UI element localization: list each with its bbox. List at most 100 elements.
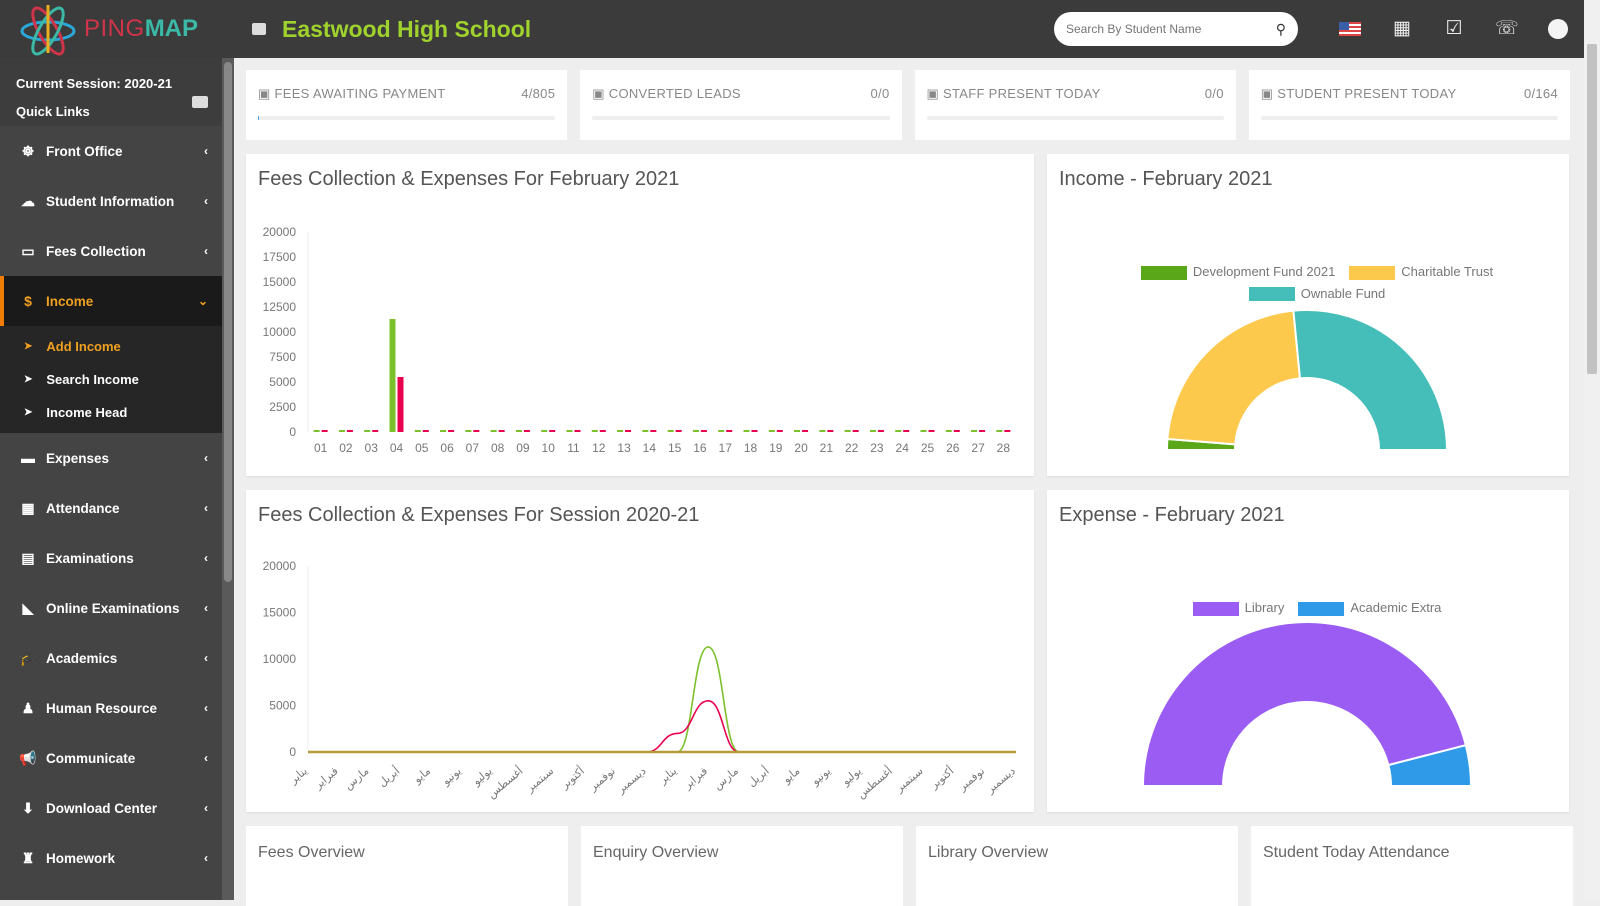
sidebar-item-download-center[interactable]: ⬇ Download Center ‹ [0,783,222,833]
quick-links[interactable]: Quick Links [16,104,90,119]
search-icon[interactable]: ⚲ [1275,20,1286,37]
bar [397,377,404,432]
bar [346,430,353,432]
sidebar: Current Session: 2020-21 Quick Links ☸ Fr… [0,58,222,900]
stat-progress-bar [1260,116,1558,120]
legend-item[interactable]: Ownable Fund [1248,285,1386,302]
sidebar-item-homework[interactable]: ♜ Homework ‹ [0,833,222,883]
x-tick-label: 08 [491,441,505,455]
income-doughnut-card: Income - February 2021 Development Fund … [1047,154,1569,476]
legend-item[interactable]: Library [1192,600,1284,616]
legend-item[interactable]: Charitable Trust [1349,264,1493,280]
sidebar-item-label: Academics [46,650,118,666]
sidebar-item-academics[interactable]: 🎓 Academics ‹ [0,633,222,683]
sidebar-item-attendance[interactable]: ▦ Attendance ‹ [0,483,222,533]
sidebar-item-label: Download Center [46,800,158,816]
stat-card[interactable]: ▣ STAFF PRESENT TODAY 0/0 [914,70,1236,140]
sidebar-item-income[interactable]: $ Income ⌄ [0,276,222,326]
stat-progress-bar [926,116,1224,120]
fees-month-bar-chart: 0 2500 5000 7500 10000 12500 15000 17500 20000 01… [263,225,1011,455]
bar [945,430,952,432]
stat-label: ▣ STAFF PRESENT TODAY [927,86,1101,102]
hamburger-menu-icon[interactable] [252,23,266,35]
whatsapp-icon[interactable]: ☏ [1495,18,1519,39]
stat-card[interactable]: ▣ STUDENT PRESENT TODAY 0/164 [1248,70,1570,140]
language-flag-icon[interactable] [1339,18,1361,40]
y-tick-label: 2500 [269,400,296,414]
income-icon: $ [24,293,32,309]
sidebar-item-student-information[interactable]: ☁ Student Information ‹ [0,176,222,226]
x-tick-label: 26 [946,441,960,455]
series-line-expenses [308,700,1016,753]
sidebar-item-expenses[interactable]: ▬ Expenses ‹ [0,433,222,483]
communicate-icon: 📢 [19,749,37,766]
user-avatar-icon[interactable] [1547,18,1569,40]
bar [852,430,859,432]
current-session: Current Session: 2020-21 [16,76,173,91]
bar [490,430,497,432]
x-tick-label: فبراير [681,765,710,792]
logo[interactable]: PING MAP [0,1,236,57]
x-tick-label: سبتمبر [893,765,926,795]
bar [1004,430,1011,432]
stat-icon: ▣ [926,86,943,101]
sidebar-item-online-examinations[interactable]: ◣ Online Examinations ‹ [0,583,222,633]
bar [625,430,632,432]
sidebar-item-fees-collection[interactable]: ▭ Fees Collection ‹ [0,226,222,276]
chevron-left-icon: ‹ [204,194,208,208]
calendar-icon[interactable]: ▦ [1393,18,1411,39]
bar [389,319,396,432]
submenu-item-add-income[interactable]: ➤ Add Income [0,330,222,363]
sidebar-item-label: Fees Collection [46,243,146,259]
y-tick-label: 5000 [269,699,296,713]
x-tick-label: ديسمبر [984,765,1018,796]
sidebar-item-examinations[interactable]: ▤ Examinations ‹ [0,533,222,583]
bar [515,430,522,432]
overview-card-title: Student Today Attendance [1263,844,1450,861]
student-search-input[interactable] [1066,22,1276,36]
legend-item[interactable]: Academic Extra [1298,600,1441,616]
sidebar-item-label: Examinations [46,550,134,566]
bar [414,430,421,432]
legend-label: Ownable Fund [1300,285,1386,301]
bar [700,430,707,432]
stat-card[interactable]: ▣ CONVERTED LEADS 0/0 [580,70,902,140]
chart-title: Fees Collection & Expenses For Session 2… [258,504,700,526]
session-info: Current Session: 2020-21 Quick Links [0,58,222,126]
chevron-down-icon: ⌄ [197,294,208,308]
sidebar-scrollbar[interactable] [222,58,234,900]
bar [827,430,834,432]
chevron-left-icon: ‹ [204,651,208,665]
bar [718,430,725,432]
x-tick-label: أغسطس [854,764,895,802]
chart-legend: Development Fund 2021 Charitable Trust Own… [1107,264,1527,302]
task-check-icon[interactable]: ☑ [1445,18,1463,39]
x-tick-label: فبراير [312,765,341,792]
page-scrollbar[interactable] [1584,0,1600,900]
legend-label: Academic Extra [1350,600,1442,615]
submenu-item-search-income[interactable]: ➤ Search Income [0,363,222,396]
legend-item[interactable]: Development Fund 2021 [1140,264,1335,280]
sidebar-item-front-office[interactable]: ☸ Front Office ‹ [0,126,222,176]
bar [591,430,598,432]
x-tick-label: 22 [845,441,859,455]
sidebar-item-human-resource[interactable]: ♟ Human Resource ‹ [0,683,222,733]
y-tick-label: 15000 [263,606,297,620]
sidebar-item-communicate[interactable]: 📢 Communicate ‹ [0,733,222,783]
x-tick-label: 10 [542,441,556,455]
quick-links-icon[interactable] [192,96,208,108]
homework-icon: ♜ [21,849,35,866]
expense-doughnut-card: Expense - February 2021 Library Academic … [1047,490,1569,812]
bar [768,430,775,432]
chart-title: Income - February 2021 [1059,168,1273,190]
chevron-left-icon: ‹ [204,451,208,465]
bar [802,430,809,432]
bar [448,430,455,432]
sidebar-item-label: Income [46,293,94,309]
submenu-item-income-head[interactable]: ➤ Income Head [0,396,222,429]
x-tick-label: نوفمبر [586,765,617,794]
stat-card[interactable]: ▣ FEES AWAITING PAYMENT 4/805 [246,70,568,140]
student-search[interactable]: ⚲ [1054,12,1298,46]
